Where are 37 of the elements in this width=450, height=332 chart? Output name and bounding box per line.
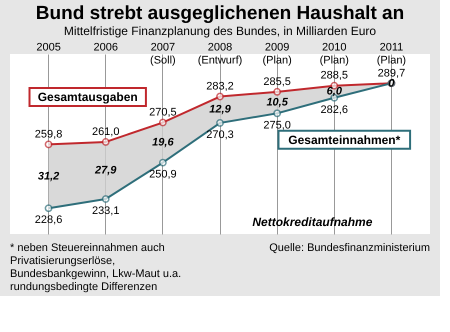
chart-title: Bund strebt ausgeglichenen Haushalt an	[36, 3, 404, 24]
source-note: Quelle: Bundesfinanzministerium	[269, 242, 430, 254]
data-label: 270,3	[206, 128, 234, 141]
text: Privatisierungserlöse,	[10, 255, 116, 267]
x-tick-label: 2009 (Plan)	[262, 42, 292, 66]
data-label: 289,7	[378, 67, 406, 80]
text: rundungsbedingte Differenzen	[10, 281, 158, 293]
data-label: 285,5	[263, 76, 291, 88]
x-tick-label: 2007 (Soll)	[150, 42, 176, 66]
annotation: 12,9	[209, 104, 232, 116]
annotation: 6,0	[326, 86, 343, 98]
annotation: Nettokreditaufnahme	[252, 215, 373, 229]
text: * neben Steuereinnahmen auch	[10, 242, 165, 254]
data-label: 282,6	[320, 104, 348, 116]
x-tick-label: 2010 (Plan)	[320, 42, 349, 66]
data-label: 233,1	[92, 205, 120, 218]
annotation: 27,9	[94, 164, 118, 176]
x-tick-label: 2011 (Plan)	[376, 42, 406, 66]
data-label: 270,5	[149, 106, 177, 119]
x-tick-label: 2006	[93, 42, 118, 54]
annotation: 10,5	[266, 96, 289, 109]
x-tick-label: 2008 (Entwurf)	[198, 42, 242, 66]
data-label: 275,0	[263, 119, 291, 132]
series-label: Gesamteinnahmen*	[288, 132, 401, 147]
data-label: 228,6	[34, 214, 62, 226]
x-tick-label: 2005	[36, 42, 61, 54]
data-label: 250,9	[149, 168, 177, 181]
annotation: 19,6	[152, 136, 174, 149]
chart-subtitle: Mittelfristige Finanzplanung des Bundes, in Milliarden Euro	[64, 24, 376, 38]
text: Gesamtausgaben	[38, 90, 138, 104]
data-label: 283,2	[206, 80, 234, 93]
data-label: 261,0	[92, 126, 120, 138]
annotation: 0	[388, 77, 396, 90]
data-label: 259,8	[34, 128, 62, 140]
data-label: 288,5	[320, 70, 348, 82]
annotation: 31,2	[38, 170, 60, 182]
text: Bundesbankgewinn, Lkw-Maut u.a.	[10, 268, 182, 280]
